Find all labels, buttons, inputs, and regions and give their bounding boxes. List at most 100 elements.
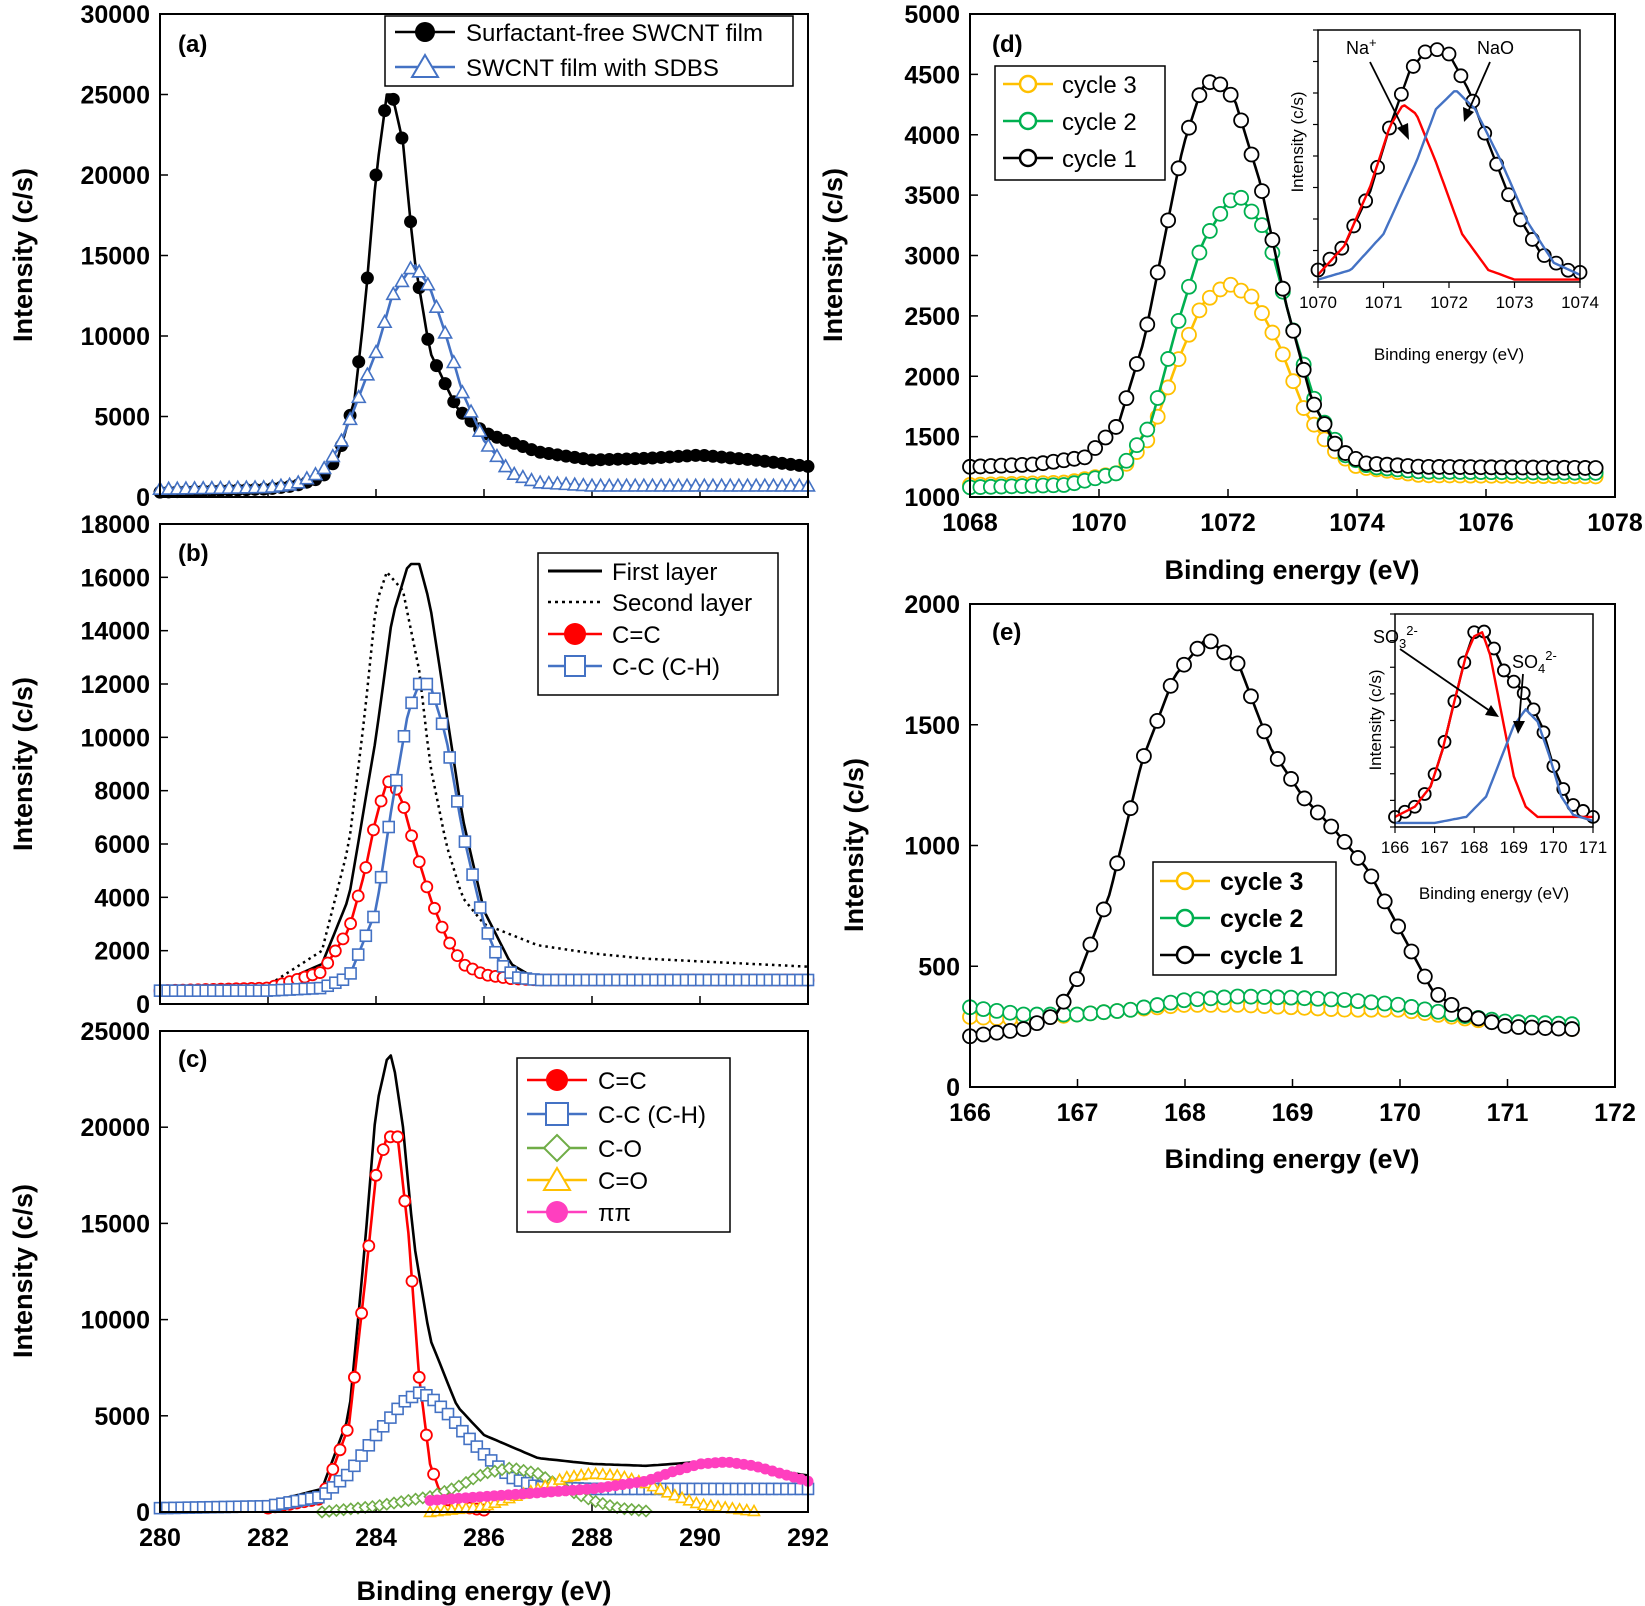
legend-c-marker-2 [542, 1133, 572, 1163]
panel-c-series-2-point [448, 1416, 462, 1429]
panel-b-series-3-point [336, 973, 350, 987]
panel-d-series-2-point [1191, 87, 1208, 104]
legend-d-label-0: cycle 3 [1062, 72, 1137, 99]
legend-b-label-3: C-C (C-H) [612, 654, 720, 681]
panel-e-series-2-point [1283, 771, 1299, 787]
inset-d-arrowhead-0 [1397, 123, 1409, 140]
panel-b-series-2-point [321, 956, 335, 970]
panel-b-series-2-point [336, 932, 350, 946]
panel-b-series-3-point [367, 910, 380, 924]
panel-a-series-1-point [350, 389, 367, 404]
panel-e-xtick-label: 170 [1379, 1099, 1421, 1127]
panel-e-series-2-point [1189, 640, 1206, 657]
panel-e-series-2-point [1269, 751, 1286, 767]
legend-e-label-1: cycle 2 [1220, 905, 1303, 933]
panel-b-series-3-point [382, 820, 396, 834]
legend-b-label-2: C=C [612, 622, 661, 649]
panel-a-ytick-label: 5000 [94, 404, 150, 432]
panel-a: 0 5000 10000 15000 20000 25000 30000 (a) Surfa… [80, 1, 816, 512]
panel-b-series-2-point [405, 829, 418, 843]
inset-d-xtick-label: 1073 [1496, 293, 1534, 312]
panel-c-series-4-point [653, 1482, 668, 1495]
panel-c-series-4-point [660, 1485, 675, 1498]
panel-c-series-1-point [391, 1130, 405, 1144]
panel-d-series-1-point [1108, 465, 1124, 482]
panel-c-series-1-point [326, 1462, 340, 1476]
panel-e-series-1-point [1416, 1001, 1433, 1018]
panel-d-series-0-point [1264, 324, 1281, 341]
panel-e-series-2-point [1550, 1020, 1567, 1037]
panel-e-series-2-point [1095, 901, 1112, 918]
panel-e-series-2-point [1443, 996, 1460, 1013]
panel-b-series-3-point [435, 717, 449, 731]
panel-e-series-1-point [1309, 990, 1326, 1007]
panel-e-series-2-point [1229, 655, 1246, 672]
panel-e-series-2-point [1055, 993, 1072, 1010]
panel-d-series-0-point [1160, 379, 1177, 396]
panel-c-series-1-point [369, 1168, 383, 1182]
inset-d-series-0-point [1322, 251, 1338, 267]
panel-b-series-2-point [450, 949, 464, 963]
inset-e-series-2 [1395, 708, 1594, 825]
panel-c-series-2-point [470, 1440, 484, 1453]
inset-e-annotation-0-main: SO [1373, 627, 1399, 647]
panel-e-label: (e) [992, 619, 1021, 646]
inset-d-xtick-label: 1074 [1561, 293, 1599, 312]
legend-c-marker-4 [546, 1201, 568, 1223]
inset-d-series-0-point [1417, 44, 1433, 60]
axis-title-y-d: Intensity (c/s) [818, 168, 848, 342]
panel-d-series-2-point [1295, 361, 1312, 378]
panel-d-series-1-point [1149, 390, 1166, 406]
panel-d-series-2-point [1222, 86, 1239, 103]
legend-a: Surfactant-free SWCNT film SWCNT film wi… [384, 15, 794, 87]
panel-a-series-0-point [386, 92, 400, 106]
panel-d-series-2-point [1264, 232, 1281, 248]
panel-e-series-1-point [1336, 992, 1353, 1008]
panel-a-series-0-point [404, 215, 418, 229]
panel-b-series-2-point [443, 936, 457, 950]
panel-d-ytick-label: 4500 [904, 61, 960, 89]
panel-b-ytick-label: 18000 [80, 511, 150, 539]
legend-c-label-2: C-O [598, 1136, 642, 1163]
panel-e-frame [969, 603, 1616, 1088]
legend-b-label-0: First layer [612, 559, 717, 586]
panel-e-series-2-point [1457, 1006, 1473, 1023]
panel-b-series-2-point [367, 823, 380, 837]
panel-e-series-1-point [1256, 989, 1273, 1005]
panel-d-ytick-label: 3000 [904, 243, 960, 271]
panel-e-series-1-point [1390, 996, 1406, 1013]
panel-e-series-2-point [1309, 804, 1326, 821]
panel-d-series-1-point [1212, 205, 1229, 222]
inset-e-xtick-label: 169 [1500, 838, 1528, 857]
panel-a-ytick-label: 20000 [80, 162, 150, 190]
inset-e-series-2-line [1395, 708, 1594, 825]
panel-e-series-2-point [1470, 1010, 1487, 1027]
panel-c-series-1-line [267, 1135, 485, 1512]
panel-a-series-1-point [359, 366, 376, 381]
legend-c-marker-1 [545, 1102, 569, 1126]
panel-d-series-1-point [1118, 452, 1135, 469]
panel-e-series-2-point [1202, 633, 1219, 650]
panel-b-frame [159, 523, 809, 1005]
panel-b-series-2-point [313, 966, 327, 979]
panel-e-series-2-point [988, 1024, 1005, 1041]
panel-c-label: (c) [178, 1046, 207, 1073]
panel-e-series-1-point [1136, 999, 1152, 1016]
inset-d-arrowhead-1 [1463, 107, 1474, 122]
panel-e-series-1-point [1015, 1006, 1032, 1023]
legend-d: cycle 3 cycle 2 cycle 1 [994, 65, 1166, 181]
panel-b-series-3-line [160, 682, 808, 993]
panel-a-ytick-label: 30000 [80, 1, 150, 29]
panel-a-ytick-label: 25000 [80, 82, 150, 110]
panel-e-series-2-point [975, 1026, 992, 1043]
panel-a-series-1-point [411, 263, 428, 278]
panel-e-xtick-label: 169 [1272, 1099, 1314, 1127]
panel-c-series-4-point [646, 1479, 661, 1492]
legend-a-marker-0 [415, 22, 435, 42]
panel-e-series-2-point [1323, 818, 1340, 835]
inset-e-plot: 166 167 168 169 170 171 [1381, 613, 1607, 857]
panel-e-series-1-point [1109, 1003, 1126, 1019]
panel-d-series-2-point [1170, 160, 1187, 177]
panel-a-series-1-point [402, 260, 419, 275]
inset-d-xtick-label: 1071 [1365, 293, 1403, 312]
